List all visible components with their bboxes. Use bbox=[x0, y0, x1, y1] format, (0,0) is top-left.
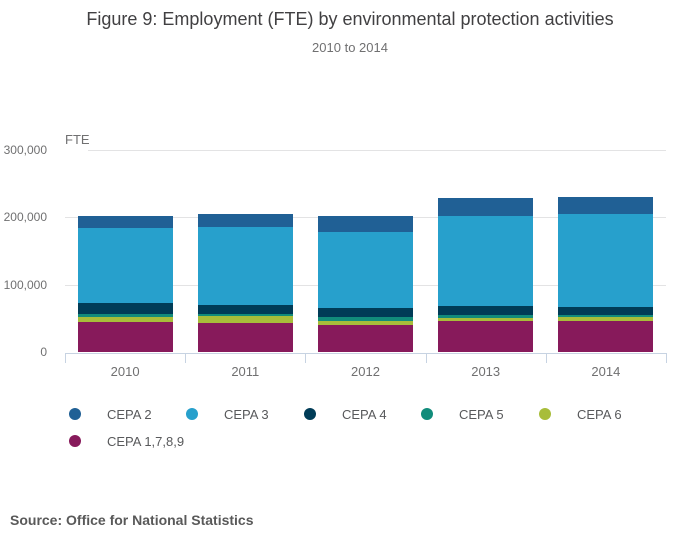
bar-segment-2014-cepa-4 bbox=[558, 306, 654, 315]
bar-segment-2010-cepa-5 bbox=[77, 313, 173, 317]
x-axis-tick bbox=[65, 353, 66, 363]
legend-item-cepa-3: CEPA 3 bbox=[186, 406, 269, 422]
bar-segment-2014-cepa-6 bbox=[558, 317, 654, 322]
legend: CEPA 2 CEPA 3 CEPA 4 CEPA 5 CEPA 6 CEPA … bbox=[69, 406, 694, 458]
bar-segment-2012-cepa-3 bbox=[318, 231, 413, 308]
bar-segment-2013-cepa-6 bbox=[438, 317, 534, 322]
bar-segment-2012-cepa-6 bbox=[318, 320, 413, 326]
bar-segment-2010-cepa-6 bbox=[77, 317, 173, 322]
bar-segment-2010-cepa-1-7-8-9 bbox=[77, 321, 173, 352]
legend-label-cepa-1789: CEPA 1,7,8,9 bbox=[107, 433, 185, 449]
bar-segment-2011-cepa-4 bbox=[197, 305, 293, 314]
legend-label-cepa-4: CEPA 4 bbox=[342, 406, 387, 422]
legend-item-cepa-2: CEPA 2 bbox=[69, 406, 152, 422]
bar-segment-2011-cepa-6 bbox=[197, 316, 293, 324]
x-axis-tick bbox=[185, 353, 187, 363]
legend-marker-cepa-3-icon bbox=[186, 408, 198, 420]
chart-subtitle: 2010 to 2014 bbox=[312, 40, 388, 55]
x-axis-tick bbox=[545, 353, 547, 363]
bar-segment-2012-cepa-5 bbox=[318, 316, 413, 321]
legend-label-cepa-3: CEPA 3 bbox=[224, 406, 269, 422]
x-axis-label-2011: 2011 bbox=[231, 364, 260, 379]
bar-segment-2014-cepa-3 bbox=[558, 213, 654, 307]
bar-2011 bbox=[197, 150, 293, 352]
x-axis-label-2012: 2012 bbox=[351, 364, 380, 379]
legend-marker-cepa-5-icon bbox=[421, 408, 433, 420]
bar-segment-2012-cepa-1-7-8-9 bbox=[318, 325, 413, 352]
bar-segment-2012-cepa-4 bbox=[318, 307, 413, 317]
x-axis-tick bbox=[305, 353, 307, 363]
bar-2010 bbox=[77, 150, 173, 352]
chart-title: Figure 9: Employment (FTE) by environmen… bbox=[86, 9, 614, 29]
plot-area bbox=[65, 150, 666, 352]
x-axis-line bbox=[65, 353, 667, 354]
bar-segment-2011-cepa-3 bbox=[197, 226, 293, 306]
bar-segment-2012-cepa-2 bbox=[318, 216, 413, 232]
legend-marker-cepa-1789-icon bbox=[69, 435, 81, 447]
bar-segment-2010-cepa-2 bbox=[77, 216, 173, 228]
bar-segment-2013-cepa-4 bbox=[438, 305, 534, 315]
bar-segment-2014-cepa-1-7-8-9 bbox=[558, 321, 654, 352]
gridline-300000 bbox=[88, 150, 666, 151]
legend-label-cepa-5: CEPA 5 bbox=[459, 406, 504, 422]
bar-segment-2010-cepa-3 bbox=[77, 227, 173, 304]
legend-label-cepa-2: CEPA 2 bbox=[107, 406, 152, 422]
bar-2012 bbox=[318, 150, 413, 352]
bar-segment-2013-cepa-5 bbox=[438, 314, 534, 318]
bar-segment-2013-cepa-2 bbox=[438, 197, 534, 216]
legend-item-cepa-6: CEPA 6 bbox=[539, 406, 622, 422]
bar-segment-2013-cepa-3 bbox=[438, 216, 534, 306]
bar-segment-2013-cepa-1-7-8-9 bbox=[438, 321, 534, 352]
bar-segment-2011-cepa-2 bbox=[197, 213, 293, 227]
y-axis-tick-label: 300,000 bbox=[3, 143, 47, 157]
bar-segment-2014-cepa-5 bbox=[558, 314, 654, 317]
x-axis-label-2010: 2010 bbox=[110, 364, 140, 379]
x-axis-tick bbox=[425, 353, 427, 363]
y-axis-tick-label: 200,000 bbox=[3, 210, 47, 225]
bar-2013 bbox=[438, 150, 534, 352]
x-axis-label-2013: 2013 bbox=[471, 364, 501, 379]
bar-segment-2010-cepa-4 bbox=[77, 303, 173, 314]
y-axis-tick-label: 0 bbox=[40, 345, 47, 359]
bar-2014 bbox=[558, 150, 654, 352]
legend-marker-cepa-2-icon bbox=[69, 408, 81, 420]
legend-item-cepa-4: CEPA 4 bbox=[304, 406, 387, 422]
y-axis-unit-label: FTE bbox=[65, 132, 90, 147]
y-axis-tick-label: 100,000 bbox=[3, 277, 47, 292]
bar-segment-2011-cepa-5 bbox=[197, 313, 293, 317]
bar-segment-2011-cepa-1-7-8-9 bbox=[197, 323, 293, 352]
legend-item-cepa-5: CEPA 5 bbox=[421, 406, 504, 422]
x-axis-tick bbox=[666, 353, 667, 363]
legend-label-cepa-6: CEPA 6 bbox=[577, 406, 622, 422]
legend-item-cepa-1789: CEPA 1,7,8,9 bbox=[69, 433, 184, 449]
legend-marker-cepa-4-icon bbox=[304, 408, 316, 420]
x-axis-label-2014: 2014 bbox=[591, 364, 621, 379]
legend-marker-cepa-6-icon bbox=[539, 408, 551, 420]
source-note: Source: Office for National Statistics bbox=[10, 512, 254, 528]
x-axis: 2010 2011 2012 2013 2014 bbox=[65, 353, 667, 383]
bar-segment-2014-cepa-2 bbox=[558, 197, 654, 214]
